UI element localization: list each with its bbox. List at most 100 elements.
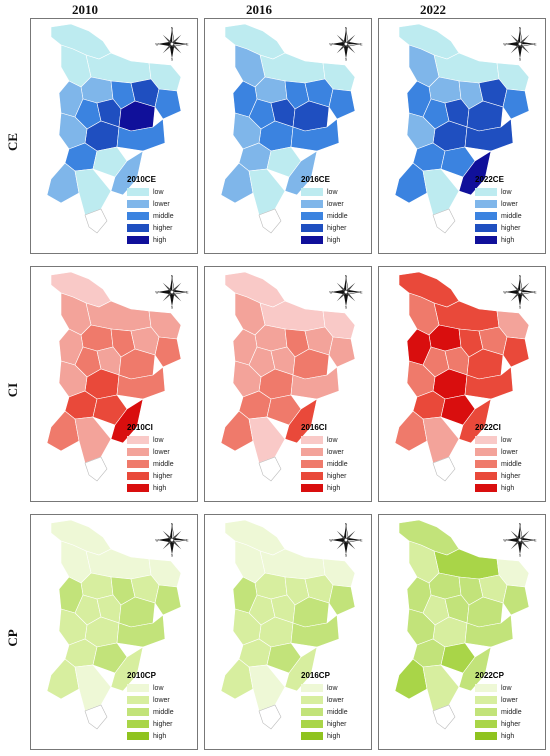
- legend-label: middle: [153, 212, 174, 220]
- map-region: [74, 168, 112, 216]
- map-region: [422, 664, 460, 712]
- map-legend: 2010CP low lower middle higher high: [127, 671, 191, 743]
- compass-letter-n: N: [345, 275, 348, 279]
- legend-label: high: [501, 484, 515, 492]
- legend-entry-low: low: [301, 683, 365, 693]
- compass-letter-s: S: [345, 306, 348, 309]
- legend-swatch: [127, 212, 149, 220]
- compass-letter-w: W: [329, 42, 333, 46]
- map-panel-2010cp: N S E W 2010CP low lower middle higher high: [30, 514, 198, 750]
- map-outline-unshaded: [258, 704, 282, 730]
- legend-label: low: [327, 684, 338, 692]
- legend-entry-high: high: [301, 483, 365, 493]
- legend-swatch: [475, 696, 497, 704]
- legend-label: higher: [153, 720, 173, 728]
- compass-letter-w: W: [503, 538, 507, 542]
- map-panel-2010ci: N S E W 2010CI low lower middle higher high: [30, 266, 198, 502]
- legend-entry-middle: middle: [475, 707, 539, 717]
- map-legend: 2022CE low lower middle higher high: [475, 175, 539, 247]
- legend-swatch: [127, 236, 149, 244]
- legend-label: higher: [501, 224, 521, 232]
- map-legend: 2010CE low lower middle higher high: [127, 175, 191, 247]
- choropleth-map: [394, 271, 530, 482]
- map-region: [290, 614, 340, 648]
- choropleth-map: [220, 23, 356, 234]
- compass-letter-e: E: [360, 42, 363, 46]
- compass-letter-n: N: [519, 523, 522, 527]
- legend-title: 2016CE: [301, 175, 330, 184]
- legend-swatch: [475, 448, 497, 456]
- legend-swatch: [127, 720, 149, 728]
- map-region: [116, 366, 166, 400]
- legend-label: lower: [153, 696, 170, 704]
- legend-label: high: [153, 732, 167, 740]
- map-region: [464, 614, 514, 648]
- legend-title: 2022CI: [475, 423, 501, 432]
- legend-swatch: [475, 212, 497, 220]
- map-legend: 2016CE low lower middle higher high: [301, 175, 365, 247]
- map-region: [502, 584, 530, 616]
- legend-label: middle: [153, 460, 174, 468]
- compass-letter-e: E: [534, 42, 537, 46]
- choropleth-map: [46, 271, 182, 482]
- legend-label: high: [327, 236, 341, 244]
- map-region: [464, 366, 514, 400]
- legend-swatch: [127, 436, 149, 444]
- legend-swatch: [127, 684, 149, 692]
- row-label-cp: CP: [5, 629, 20, 647]
- legend-swatch: [475, 684, 497, 692]
- legend-swatch: [301, 224, 323, 232]
- legend-swatch: [475, 720, 497, 728]
- legend-entry-low: low: [301, 187, 365, 197]
- legend-swatch: [127, 200, 149, 208]
- compass-letter-n: N: [345, 523, 348, 527]
- map-outline-unshaded: [258, 208, 282, 234]
- legend-label: lower: [153, 200, 170, 208]
- legend-swatch: [127, 484, 149, 492]
- legend-title: 2022CP: [475, 671, 504, 680]
- legend-swatch: [301, 684, 323, 692]
- legend-swatch: [475, 708, 497, 716]
- legend-title: 2010CI: [127, 423, 153, 432]
- legend-swatch: [127, 460, 149, 468]
- legend-swatch: [127, 224, 149, 232]
- legend-entry-middle: middle: [301, 459, 365, 469]
- compass-letter-n: N: [171, 523, 174, 527]
- compass-rose-icon: N S E W: [155, 275, 189, 309]
- legend-swatch: [475, 484, 497, 492]
- legend-swatch: [301, 460, 323, 468]
- legend-swatch: [475, 472, 497, 480]
- legend-swatch: [301, 472, 323, 480]
- legend-label: high: [327, 484, 341, 492]
- legend-label: middle: [501, 460, 522, 468]
- map-panel-2016ce: N S E W 2016CE low lower middle higher high: [204, 18, 372, 254]
- legend-entry-middle: middle: [301, 707, 365, 717]
- legend-entry-high: high: [301, 731, 365, 741]
- legend-label: lower: [153, 448, 170, 456]
- map-outline-unshaded: [432, 704, 456, 730]
- compass-rose-icon: N S E W: [155, 523, 189, 557]
- legend-label: low: [501, 684, 512, 692]
- legend-label: higher: [327, 720, 347, 728]
- choropleth-map: [394, 23, 530, 234]
- legend-swatch: [475, 236, 497, 244]
- legend-label: high: [153, 484, 167, 492]
- choropleth-map: [46, 519, 182, 730]
- map-legend: 2022CP low lower middle higher high: [475, 671, 539, 743]
- legend-label: middle: [327, 708, 348, 716]
- map-legend: 2022CI low lower middle higher high: [475, 423, 539, 495]
- legend-swatch: [301, 732, 323, 740]
- map-region: [74, 664, 112, 712]
- compass-letter-e: E: [186, 538, 189, 542]
- legend-entry-middle: middle: [127, 211, 191, 221]
- legend-label: higher: [327, 224, 347, 232]
- legend-swatch: [475, 224, 497, 232]
- legend-swatch: [475, 732, 497, 740]
- legend-label: low: [501, 188, 512, 196]
- compass-letter-e: E: [186, 290, 189, 294]
- column-label-2010: 2010: [72, 2, 98, 17]
- legend-swatch: [475, 188, 497, 196]
- legend-entry-lower: lower: [301, 199, 365, 209]
- legend-label: middle: [327, 212, 348, 220]
- compass-rose-icon: N S E W: [329, 523, 363, 557]
